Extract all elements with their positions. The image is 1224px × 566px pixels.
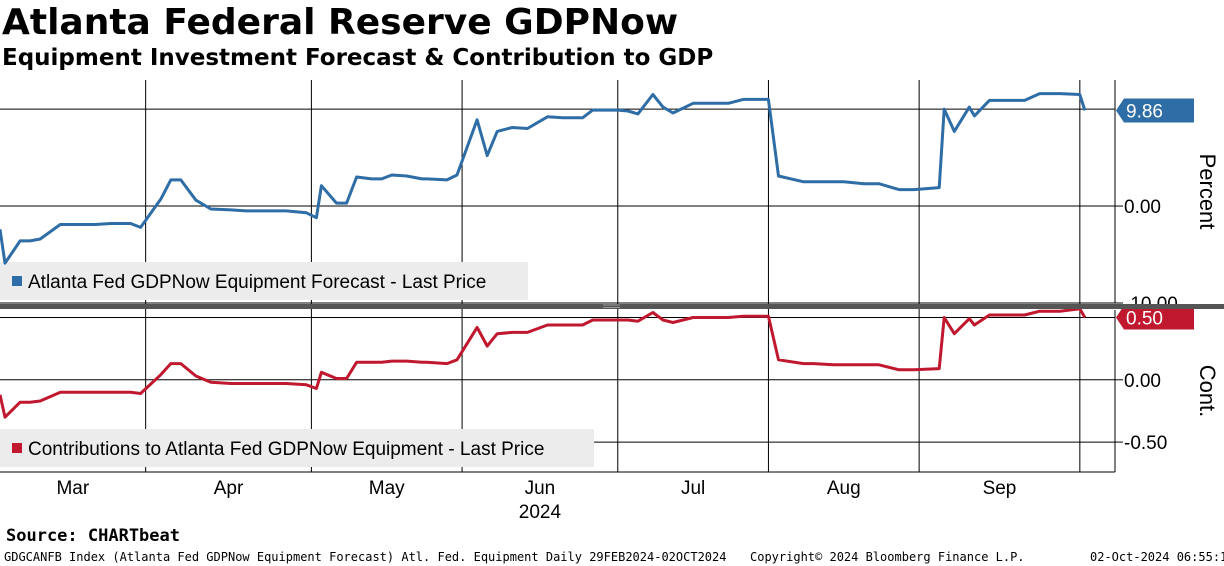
x-tick-label: Mar — [56, 478, 89, 499]
legend-swatch — [12, 443, 22, 453]
last-value-label: 0.50 — [1126, 308, 1163, 329]
last-value-flag — [1116, 98, 1194, 123]
legend-label: Contributions to Atlanta Fed GDPNow Equi… — [28, 439, 544, 460]
legend-swatch — [12, 276, 22, 286]
x-tick-label: Aug — [827, 478, 861, 499]
panel-divider — [0, 304, 1224, 309]
y-tick-label: 0.00 — [1124, 371, 1161, 392]
x-tick-label: Sep — [983, 478, 1017, 499]
last-value-flag — [1116, 305, 1194, 330]
y-tick-label: 0.00 — [1124, 197, 1161, 218]
last-value-label: 9.86 — [1126, 101, 1163, 122]
legend-box — [0, 262, 528, 300]
source-label: Source: CHARTbeat — [6, 526, 180, 546]
y-axis-title: Percent — [1195, 154, 1220, 230]
x-tick-label: Jul — [681, 478, 705, 499]
chart-subtitle: Equipment Investment Forecast & Contribu… — [2, 45, 714, 71]
chart-title: Atlanta Federal Reserve GDPNow — [2, 2, 679, 43]
contribution-line — [0, 307, 1087, 419]
timestamp: 02-Oct-2024 06:55:18 — [1090, 550, 1224, 564]
y-axis-title: Cont. — [1195, 365, 1220, 418]
forecast-line — [0, 92, 1087, 265]
x-tick-label: Apr — [214, 478, 244, 499]
ticker-info: GDGCANFB Index (Atlanta Fed GDPNow Equip… — [4, 550, 727, 564]
legend-label: Atlanta Fed GDPNow Equipment Forecast - … — [28, 272, 486, 293]
x-tick-label: May — [369, 478, 405, 499]
legend-box — [0, 429, 594, 467]
y-tick-label: -0.50 — [1124, 433, 1167, 454]
x-tick-label: Jun — [525, 478, 556, 499]
x-year-label: 2024 — [519, 502, 562, 523]
copyright-notice: Copyright© 2024 Bloomberg Finance L.P. — [750, 550, 1025, 564]
